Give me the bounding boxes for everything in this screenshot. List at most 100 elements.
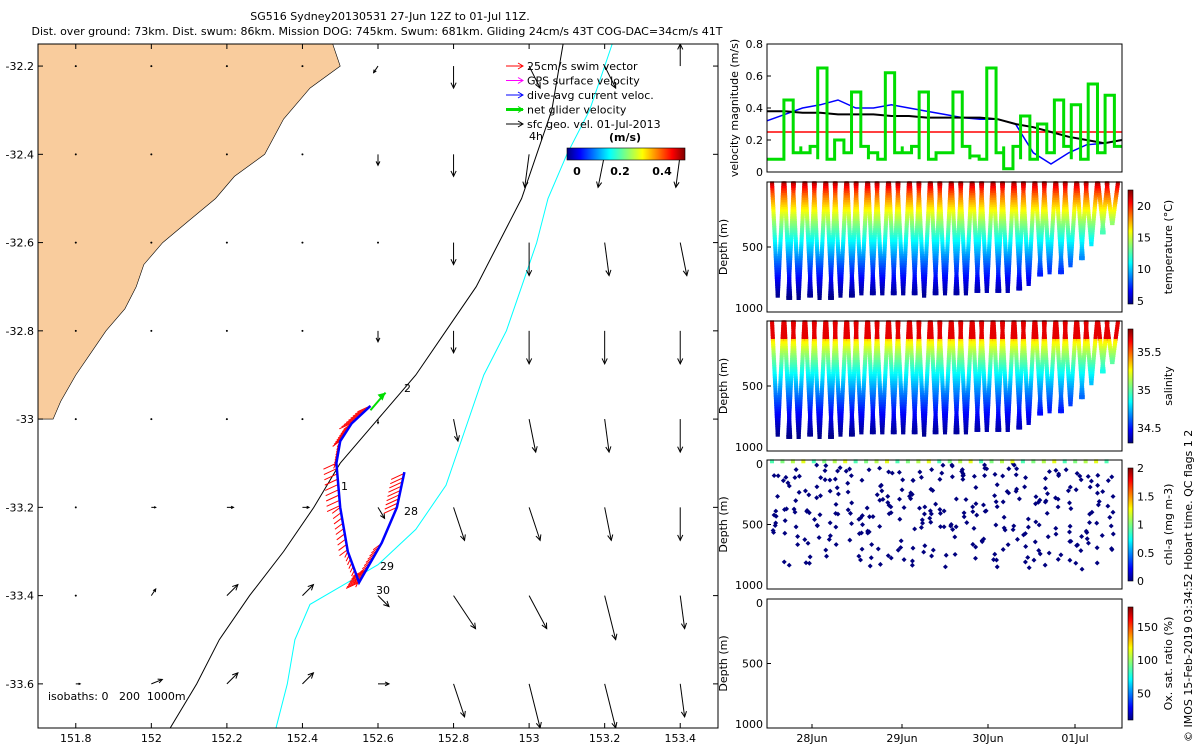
geo-velocity-arrow: [74, 594, 77, 597]
geo-velocity-arrow: [677, 507, 684, 542]
figure-subtitle: Dist. over ground: 73km. Dist. swum: 86k…: [32, 25, 723, 38]
swim-vector: [335, 528, 345, 535]
swim-vector: [349, 575, 363, 583]
geo-velocity-arrow: [301, 418, 304, 421]
depth-tick-label: 1000: [735, 441, 763, 454]
geo-velocity-arrow: [679, 242, 689, 277]
geo-velocity-arrow: [74, 329, 77, 332]
isobath-note: isobaths: 0 200 1000m: [48, 690, 186, 703]
legend-entry: dive-avg current veloc.: [506, 89, 654, 102]
geo-velocity-arrow: [604, 683, 618, 728]
annotation-29: 29: [380, 560, 394, 573]
geo-velocity-arrow: [601, 330, 608, 365]
geo-velocity-arrow: [225, 153, 228, 156]
swim-vector: [351, 572, 365, 580]
geo-velocity-arrow: [677, 419, 684, 454]
geo-velocity-arrow: [225, 241, 228, 244]
depth-tick-label: 500: [742, 380, 763, 393]
date-tick-label: 01Jul: [1061, 732, 1088, 745]
colorbar-label: temperature (°C): [1162, 200, 1175, 294]
swim-vector: [348, 577, 363, 585]
colorbar-tick-label: 35: [1137, 384, 1151, 397]
map-panel: 151.8 152 152.2 152.4 152.6 152.8 153 153.2 153.…: [6, 43, 719, 745]
geo-velocity-arrow: [450, 154, 457, 178]
swim-vector: [331, 506, 341, 514]
swim-vector: [333, 517, 343, 525]
depth-tick-label: 1000: [735, 579, 763, 592]
geo-velocity-arrow: [301, 329, 304, 332]
map-y-tick-label: -33.2: [6, 501, 34, 514]
swim-vector: [337, 538, 346, 546]
geo-velocity-arrow: [150, 241, 153, 244]
geo-velocity-arrow: [225, 418, 228, 421]
colorbar-tick: 0.4: [652, 165, 672, 178]
velocity-ylabel: velocity magnitude (m/s): [728, 39, 741, 177]
credit-text: © IMOS 15-Feb-2019 03:34:52 Hobart time.…: [1182, 430, 1195, 742]
annotation-4h: 4h: [529, 130, 543, 143]
geo-velocity-arrow: [528, 418, 538, 454]
swim-vector: [325, 494, 340, 502]
velocity-series-line: [767, 66, 1122, 171]
colorbar-tick-label: 1.5: [1137, 490, 1155, 503]
net-glider-velocity-arrow: [369, 391, 387, 411]
map-y-tick-label: -32.4: [6, 148, 34, 161]
geo-velocity-arrow: [604, 595, 618, 641]
geo-velocity-arrow: [528, 595, 548, 630]
colorbar: [1127, 328, 1134, 444]
geo-velocity-arrow: [75, 682, 82, 686]
legend-label: net glider velocity: [527, 104, 627, 117]
geo-velocity-arrow: [375, 330, 381, 343]
geo-velocity-arrow: [604, 507, 614, 542]
swim-vector: [390, 477, 404, 485]
map-x-tick-label: 153: [519, 732, 540, 745]
colorbar-unit: (m/s): [609, 131, 641, 144]
depth-tick-label: 500: [742, 658, 763, 671]
geo-velocity-arrow: [74, 153, 77, 156]
figure-title: SG516 Sydney20130531 27-Jun 12Z to 01-Ju…: [250, 10, 529, 23]
geo-velocity-arrow: [226, 583, 239, 596]
swim-vector: [384, 502, 399, 510]
geo-velocity-arrow: [453, 507, 466, 542]
geo-velocity-arrow: [679, 595, 687, 630]
geo-velocity-arrow: [604, 65, 617, 90]
geo-velocity-arrow: [301, 153, 304, 156]
swim-vector: [383, 506, 398, 514]
annotation-30: 30: [376, 584, 390, 597]
geo-velocity-arrow: [301, 241, 304, 244]
map-x-tick-label: 152.6: [362, 732, 394, 745]
swim-vector: [326, 505, 341, 513]
colorbar-tick-label: 5: [1137, 295, 1144, 308]
swim-vector: [338, 544, 347, 551]
legend-entry: 25cm/s swim vector: [506, 60, 638, 73]
colorbar-tick-label: 0.5: [1137, 547, 1155, 560]
velocity-panel: 0 0.2 0.4 0.6 0.8 velocity magnitude (m/s): [728, 38, 1123, 179]
map-y-tick-label: -33.6: [6, 678, 34, 691]
colorbar-tick-label: 15: [1137, 232, 1151, 245]
map-x-tick-label: 152.4: [287, 732, 319, 745]
map-y-tick-label: -32.2: [6, 60, 34, 73]
profile-panel-ox: 0 500 1000 Depth (m) 50 100 150 Ox. sat. ratio …: [717, 597, 1175, 745]
colorbar-label: Ox. sat. ratio (%): [1162, 617, 1175, 711]
date-tick-label: 30Jun: [972, 732, 1003, 745]
geo-velocity-arrow: [376, 419, 380, 425]
geo-velocity-arrow: [74, 418, 77, 421]
swim-vector: [339, 549, 348, 557]
geo-velocity-arrow: [74, 506, 77, 509]
swim-vector: [324, 473, 338, 481]
legend-label: GPS surface velocity: [527, 75, 640, 88]
geo-velocity-arrow: [522, 154, 530, 189]
legend-entry: GPS surface velocity: [506, 75, 640, 88]
swim-vector: [387, 489, 401, 497]
map-x-tick-label: 153.4: [664, 732, 696, 745]
colorbar-tick-label: 0: [1137, 575, 1144, 588]
geo-velocity-arrow: [377, 507, 386, 520]
depth-tick-label: 1000: [735, 302, 763, 315]
map-y-tick-label: -33: [16, 413, 34, 426]
colorbar-tick-label: 20: [1137, 200, 1151, 213]
depth-ylabel: Depth (m): [717, 219, 730, 275]
swim-vector: [326, 499, 340, 507]
geo-velocity-arrow: [302, 583, 315, 596]
map-x-tick-label: 152: [141, 732, 162, 745]
